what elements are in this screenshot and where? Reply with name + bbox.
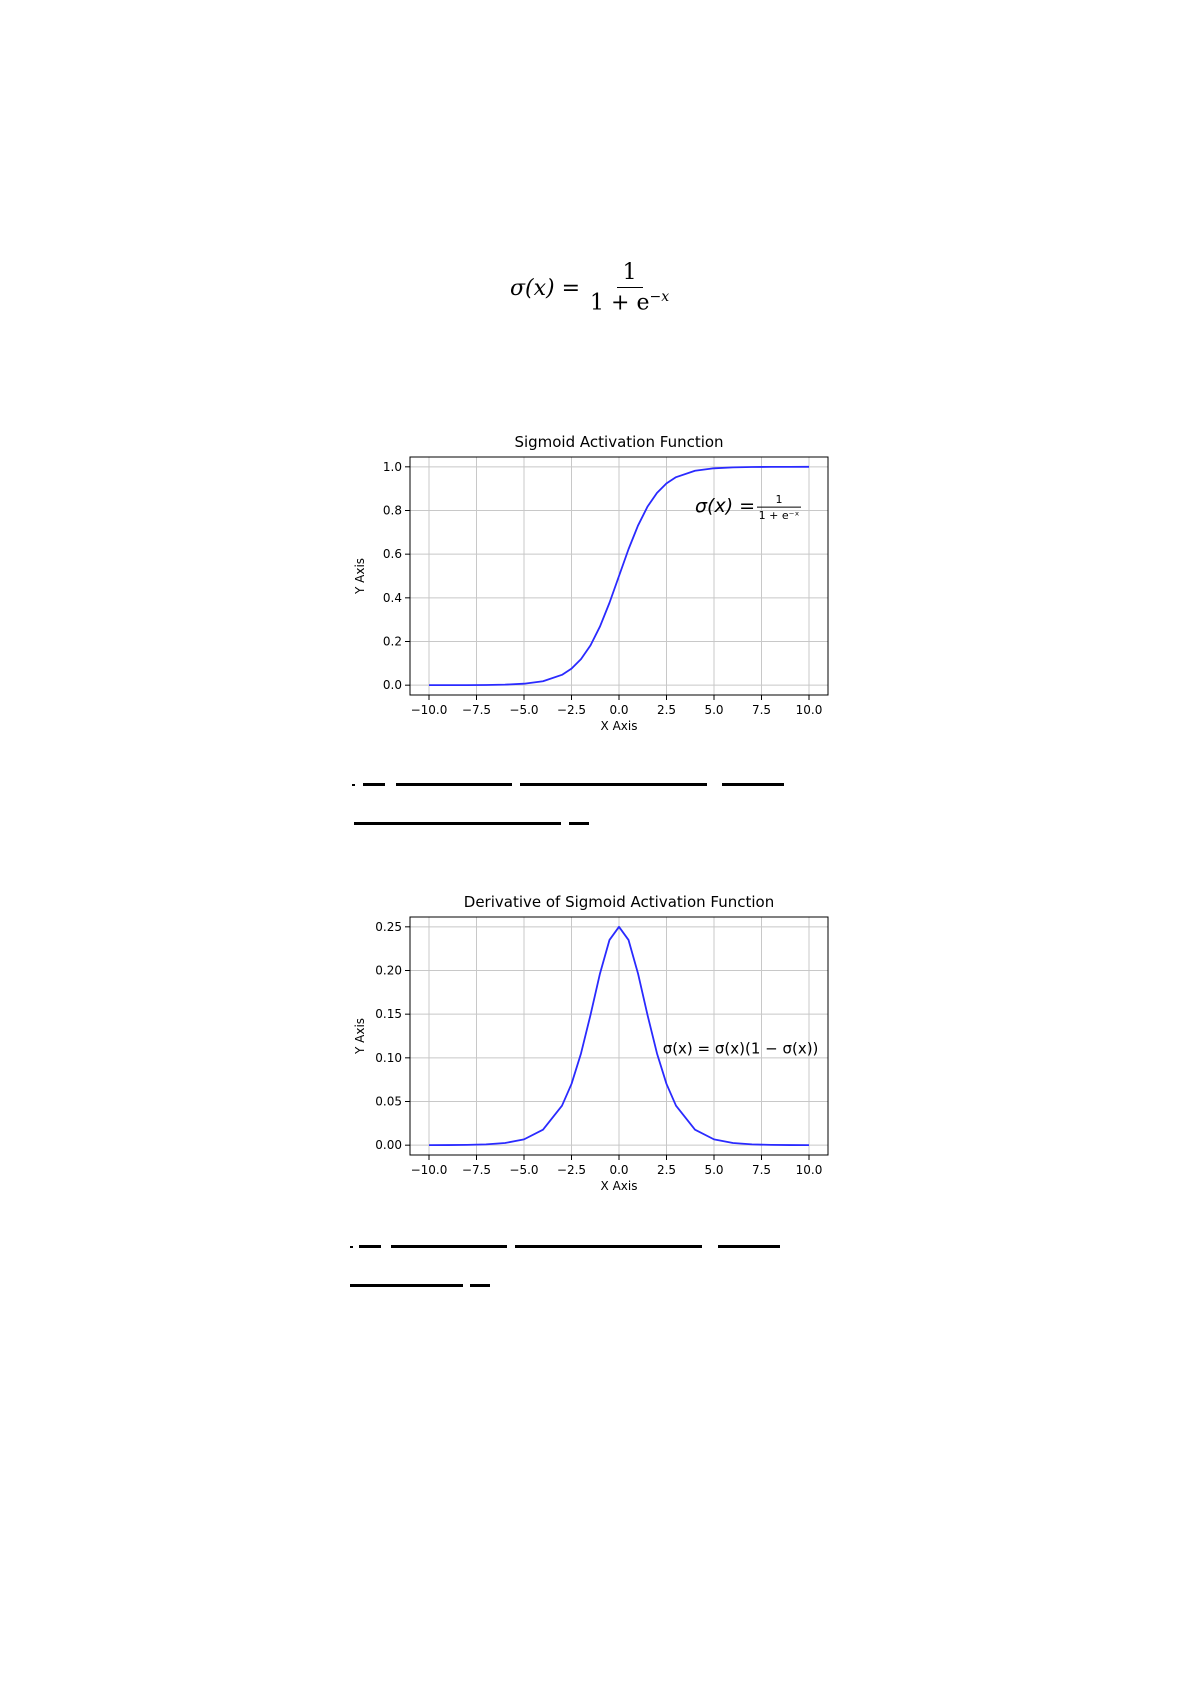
sigmoid-derivative-chart: Derivative of Sigmoid Activation Functio…	[348, 885, 838, 1195]
x-tick-label: −7.5	[462, 1163, 491, 1177]
x-tick-label: 7.5	[752, 703, 771, 717]
sigmoid-derivative-chart-svg: Derivative of Sigmoid Activation Functio…	[353, 893, 829, 1193]
y-tick-label: 0.25	[375, 920, 402, 934]
x-tick-label: −10.0	[411, 1163, 448, 1177]
sigmoid-formula: σ(x) = 1 1 + e−x	[510, 258, 680, 318]
redacted-text-bar	[470, 1284, 490, 1287]
x-tick-label: 5.0	[704, 1163, 723, 1177]
y-tick-label: 0.00	[375, 1138, 402, 1152]
x-tick-label: −10.0	[411, 703, 448, 717]
y-tick-label: 1.0	[383, 460, 402, 474]
redacted-text-bar	[722, 783, 784, 786]
y-tick-label: 0.2	[383, 635, 402, 649]
x-axis-label: X Axis	[601, 719, 638, 733]
redacted-text-bar	[396, 783, 512, 786]
annotation-numerator: 1	[776, 493, 783, 506]
redacted-text-bar	[520, 783, 707, 786]
y-axis-label: Y Axis	[353, 1018, 367, 1055]
redacted-text-bar	[569, 822, 589, 825]
y-tick-label: 0.4	[383, 591, 402, 605]
sigmoid-chart-svg: Sigmoid Activation Function −10.0 −7.5 −5.0…	[353, 433, 829, 733]
series-line	[428, 925, 810, 1147]
redacted-text-bar	[352, 784, 355, 786]
series-line	[428, 465, 810, 687]
x-tick-label: 0.0	[609, 1163, 628, 1177]
x-tick-label: 2.5	[657, 1163, 676, 1177]
x-tick-label: −5.0	[509, 703, 538, 717]
formula-lhs: σ(x) =	[510, 275, 581, 301]
y-tick-label: 0.6	[383, 547, 402, 561]
redacted-text-bar	[350, 1246, 353, 1248]
x-tick-label: −2.5	[557, 1163, 586, 1177]
chart-title: Derivative of Sigmoid Activation Functio…	[464, 893, 774, 911]
redacted-text-bar	[350, 1284, 463, 1287]
redacted-text-bar	[718, 1245, 780, 1248]
y-tick-label: 0.20	[375, 963, 402, 977]
x-tick-label: 0.0	[609, 703, 628, 717]
formula-numerator: 1	[616, 260, 643, 288]
x-axis-label: X Axis	[601, 1179, 638, 1193]
formula-denominator-base: 1 + e	[590, 290, 650, 316]
annotation-denominator: 1 + e⁻ˣ	[759, 509, 800, 522]
formula-denominator: 1 + e−x	[590, 288, 669, 316]
redacted-text-bar	[515, 1245, 702, 1248]
x-tick-label: 2.5	[657, 703, 676, 717]
x-tick-label: 10.0	[796, 1163, 823, 1177]
y-axis-label: Y Axis	[353, 558, 367, 595]
plot-frame	[409, 916, 829, 1156]
formula-fraction: 1 1 + e−x	[590, 260, 669, 316]
y-tick-label: 0.15	[375, 1007, 402, 1021]
x-tick-label: 7.5	[752, 1163, 771, 1177]
sigmoid-chart: Sigmoid Activation Function −10.0 −7.5 −5.0…	[348, 425, 838, 735]
y-tick-label: 0.8	[383, 503, 402, 517]
chart-title: Sigmoid Activation Function	[514, 433, 723, 451]
x-tick-label: 5.0	[704, 703, 723, 717]
plot-frame	[409, 456, 829, 696]
redacted-text-bar	[359, 1245, 381, 1248]
y-tick-label: 0.10	[375, 1051, 402, 1065]
x-tick-label: −7.5	[462, 703, 491, 717]
redacted-text-bar	[391, 1245, 507, 1248]
redacted-text-bar	[354, 822, 561, 825]
x-tick-label: −5.0	[509, 1163, 538, 1177]
annotation-text: σ(x) = σ(x)(1 − σ(x))	[663, 1039, 819, 1057]
x-tick-label: 10.0	[796, 703, 823, 717]
x-tick-label: −2.5	[557, 703, 586, 717]
annotation-lhs: σ(x) =	[695, 495, 755, 517]
y-tick-label: 0.0	[383, 678, 402, 692]
y-tick-label: 0.05	[375, 1095, 402, 1109]
redacted-text-bar	[363, 783, 385, 786]
formula-denominator-exponent: −x	[649, 288, 670, 305]
